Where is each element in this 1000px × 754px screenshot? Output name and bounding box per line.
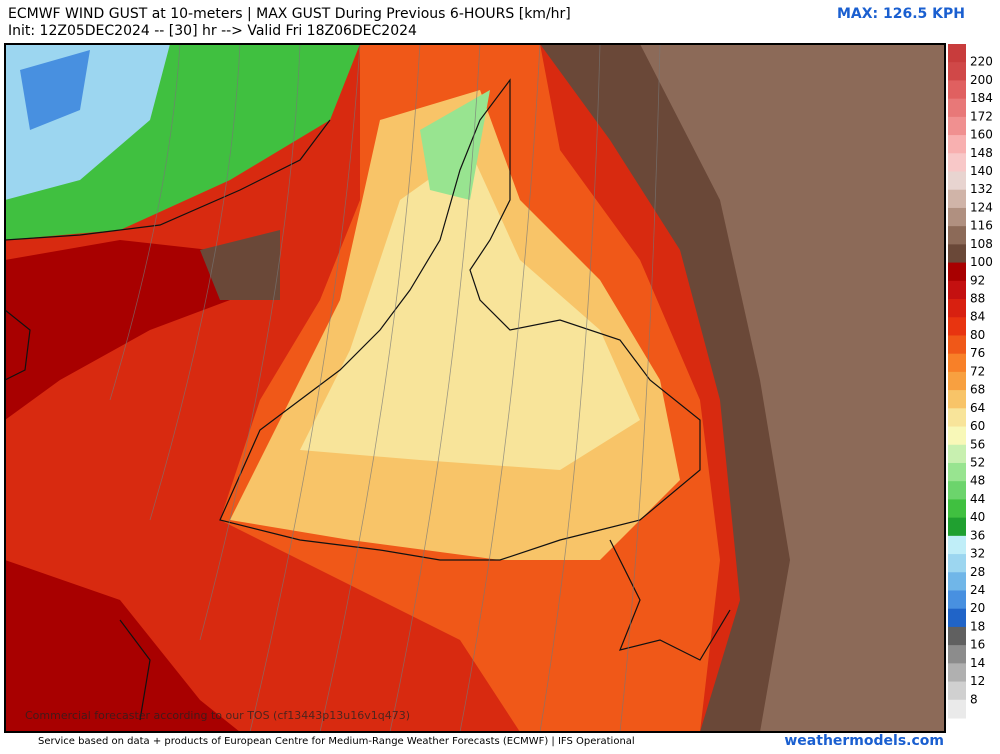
colorbar-label: 8 [970, 692, 978, 706]
colorbar-label: 160 [970, 128, 993, 142]
colorbar-swatch [948, 517, 966, 537]
colorbar-label: 140 [970, 164, 993, 178]
colorbar-swatch [948, 554, 966, 573]
colorbar-swatch [948, 645, 966, 664]
colorbar-label: 36 [970, 528, 985, 542]
colorbar-label: 92 [970, 273, 985, 287]
site: weathermodels.com [784, 733, 944, 749]
colorbar-label: 80 [970, 328, 985, 342]
colorbar-swatch [948, 499, 966, 519]
watermark: Commercial forecaster according to our T… [25, 709, 410, 722]
colorbar-swatch [948, 572, 966, 591]
colorbar-label: 56 [970, 437, 985, 451]
colorbar: 2202001841721601481401321241161081009288… [948, 44, 993, 719]
colorbar-swatch [948, 317, 966, 336]
colorbar-label: 14 [970, 656, 985, 670]
colorbar-swatch [948, 335, 966, 355]
colorbar-swatch [948, 353, 966, 373]
colorbar-swatch [948, 626, 966, 646]
colorbar-label: 28 [970, 565, 985, 579]
colorbar-label: 220 [970, 55, 993, 69]
colorbar-swatch [948, 535, 966, 555]
colorbar-label: 124 [970, 200, 993, 214]
colorbar-swatch [948, 299, 966, 318]
colorbar-label: 72 [970, 364, 985, 378]
colorbar-label: 24 [970, 583, 985, 597]
map-frame [4, 43, 946, 733]
colorbar-label: 172 [970, 109, 993, 123]
colorbar-label: 32 [970, 547, 985, 561]
colorbar-swatch [948, 663, 966, 683]
colorbar-label: 88 [970, 292, 985, 306]
colorbar-label: 200 [970, 73, 993, 87]
colorbar-label: 108 [970, 237, 993, 251]
colorbar-swatch [948, 62, 966, 81]
colorbar-swatch [948, 371, 966, 391]
colorbar-swatch [948, 171, 966, 191]
colorbar-swatch [948, 98, 966, 118]
colorbar-swatch [948, 44, 966, 63]
title: ECMWF WIND GUST at 10-meters | MAX GUST … [8, 6, 571, 22]
colorbar-label: 68 [970, 383, 985, 397]
footer-credit: Service based on data + products of Euro… [38, 736, 635, 747]
colorbar-label: 60 [970, 419, 985, 433]
colorbar-swatch [948, 80, 966, 100]
colorbar-swatch [948, 153, 966, 173]
colorbar-label: 20 [970, 601, 985, 615]
colorbar-label: 84 [970, 310, 985, 324]
map [5, 44, 945, 732]
colorbar-swatch [948, 226, 966, 245]
colorbar-label: 184 [970, 91, 993, 105]
colorbar-swatch [948, 262, 966, 282]
colorbar-swatch [948, 189, 966, 209]
colorbar-swatch [948, 608, 966, 628]
colorbar-swatch [948, 116, 966, 136]
colorbar-label: 12 [970, 674, 985, 688]
colorbar-swatch [948, 135, 966, 154]
colorbar-swatch [948, 408, 966, 428]
colorbar-swatch [948, 426, 966, 446]
colorbar-swatch [948, 462, 966, 482]
colorbar-swatch [948, 280, 966, 300]
colorbar-swatch [948, 481, 966, 500]
colorbar-label: 76 [970, 346, 985, 360]
colorbar-swatch [948, 390, 966, 409]
colorbar-swatch [948, 699, 966, 719]
colorbar-label: 16 [970, 638, 985, 652]
init-line: Init: 12Z05DEC2024 -- [30] hr --> Valid … [8, 23, 417, 39]
colorbar-label: 40 [970, 510, 985, 524]
colorbar-label: 44 [970, 492, 985, 506]
colorbar-swatch [948, 681, 966, 701]
colorbar-swatch [948, 444, 966, 464]
colorbar-label: 100 [970, 255, 993, 269]
colorbar-label: 64 [970, 401, 985, 415]
max-value: MAX: 126.5 KPH [837, 6, 965, 22]
colorbar-label: 116 [970, 219, 993, 233]
colorbar-label: 132 [970, 182, 993, 196]
colorbar-label: 18 [970, 619, 985, 633]
colorbar-swatch [948, 244, 966, 264]
colorbar-swatch [948, 207, 966, 227]
colorbar-label: 148 [970, 146, 993, 160]
colorbar-label: 52 [970, 455, 985, 469]
colorbar-swatch [948, 590, 966, 610]
colorbar-label: 48 [970, 474, 985, 488]
